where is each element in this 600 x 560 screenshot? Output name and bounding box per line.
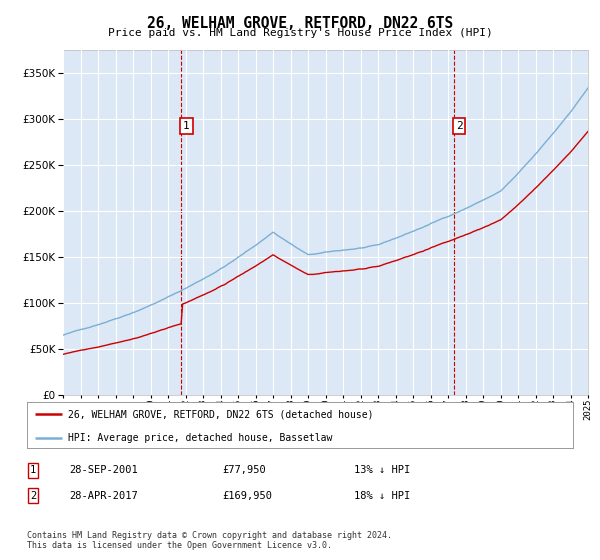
Text: 2: 2 [455,121,463,131]
Text: 1: 1 [183,121,190,131]
Text: 18% ↓ HPI: 18% ↓ HPI [354,491,410,501]
Text: £77,950: £77,950 [222,465,266,475]
Text: HPI: Average price, detached house, Bassetlaw: HPI: Average price, detached house, Bass… [68,433,332,443]
Text: 28-SEP-2001: 28-SEP-2001 [69,465,138,475]
Text: 13% ↓ HPI: 13% ↓ HPI [354,465,410,475]
Text: Contains HM Land Registry data © Crown copyright and database right 2024.
This d: Contains HM Land Registry data © Crown c… [27,530,392,550]
Text: 1: 1 [30,465,36,475]
Text: 28-APR-2017: 28-APR-2017 [69,491,138,501]
Text: 2: 2 [30,491,36,501]
Text: 26, WELHAM GROVE, RETFORD, DN22 6TS (detached house): 26, WELHAM GROVE, RETFORD, DN22 6TS (det… [68,409,373,419]
Text: £169,950: £169,950 [222,491,272,501]
Text: 26, WELHAM GROVE, RETFORD, DN22 6TS: 26, WELHAM GROVE, RETFORD, DN22 6TS [147,16,453,31]
Text: Price paid vs. HM Land Registry's House Price Index (HPI): Price paid vs. HM Land Registry's House … [107,28,493,38]
